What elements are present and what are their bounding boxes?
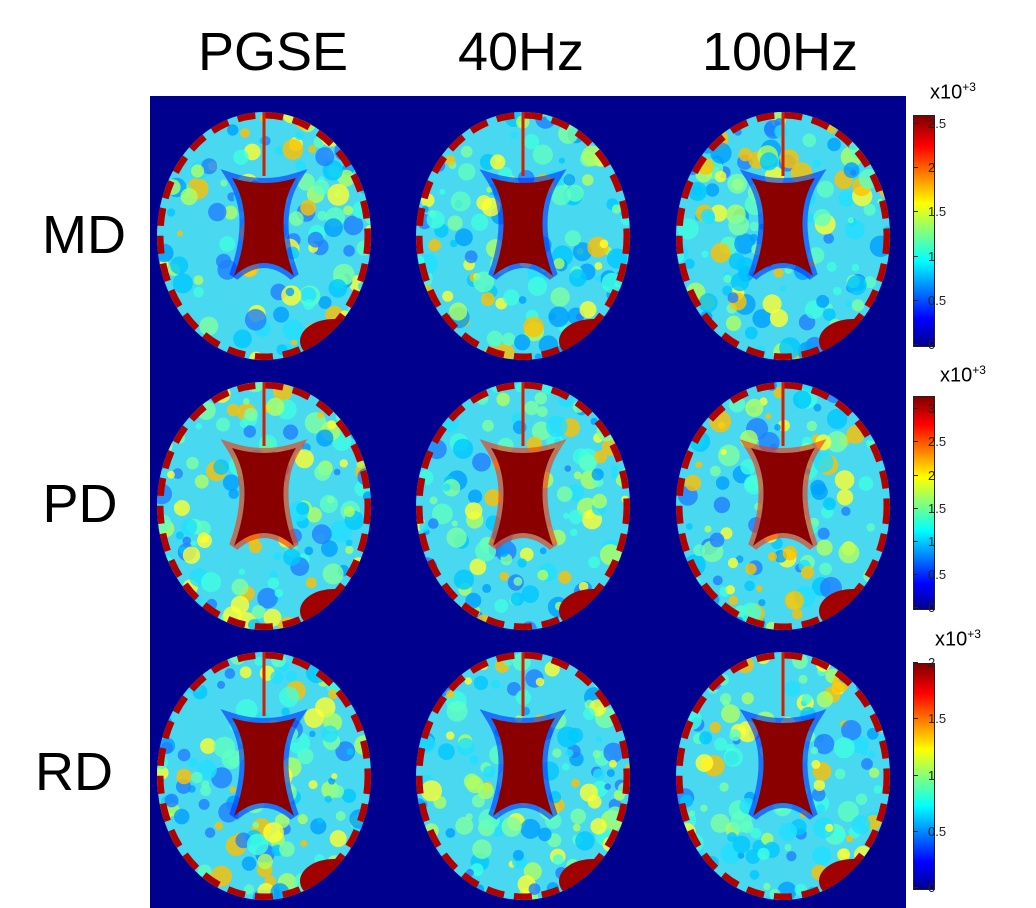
brain-slice-pd-pgse <box>157 382 371 630</box>
colorbar-3-exponent: x10+3 <box>935 627 981 651</box>
colorbar-3 <box>913 663 935 890</box>
row-label-rd: RD <box>35 742 113 802</box>
colorbar-2-tick: 0.5 <box>912 566 947 582</box>
row-label-md: MD <box>42 205 126 265</box>
colorbar-3-tick: 1.5 <box>912 711 947 727</box>
colorbar-1-tick: 0 <box>912 337 936 352</box>
brain-slices <box>157 112 890 900</box>
colorbar-1-tick: 2 <box>912 160 936 176</box>
brain-slice-rd-pgse <box>157 652 371 900</box>
brain-slice-md-40hz <box>416 112 630 360</box>
colorbar-1-exponent: x10+3 <box>930 80 976 104</box>
brain-slice-rd-40hz <box>416 652 630 900</box>
colorbar-2-tick: 1.5 <box>912 500 947 516</box>
colorbar-2-tick: 3 <box>912 401 936 417</box>
colorbar-2-exponent: x10+3 <box>940 363 986 387</box>
colorbar-1-tick: 1.5 <box>912 204 947 220</box>
colorbar-1-tick: 1 <box>912 248 936 264</box>
brain-slice-md-pgse <box>157 112 371 360</box>
colorbar-3-tick: 2 <box>912 655 936 670</box>
colorbar-3-tick: 1 <box>912 767 936 783</box>
colorbar-1-tick: 2.5 <box>912 115 947 131</box>
column-label-100hz: 100Hz <box>701 22 859 82</box>
column-label-pgse: PGSE <box>197 22 349 82</box>
row-label-pd: PD <box>42 474 118 534</box>
colorbar-2-tick: 2.5 <box>912 434 947 450</box>
colorbar-3-tick: 0.5 <box>912 823 947 839</box>
colorbar-1 <box>913 115 935 347</box>
brain-slice-md-100hz <box>676 112 890 360</box>
column-label-40hz: 40Hz <box>457 22 585 82</box>
colorbar-2 <box>913 396 935 610</box>
colorbar-1-tick: 0.5 <box>912 292 947 308</box>
brain-slice-rd-100hz <box>676 652 890 900</box>
brain-map-mosaic <box>150 96 906 908</box>
brain-slice-pd-40hz <box>416 382 630 630</box>
colorbar-2-tick: 2 <box>912 467 936 483</box>
colorbar-2-tick: 0 <box>912 600 936 615</box>
colorbar-3-tick: 0 <box>912 880 936 895</box>
colorbar-2-tick: 1 <box>912 533 936 549</box>
brain-slice-pd-100hz <box>676 382 890 630</box>
